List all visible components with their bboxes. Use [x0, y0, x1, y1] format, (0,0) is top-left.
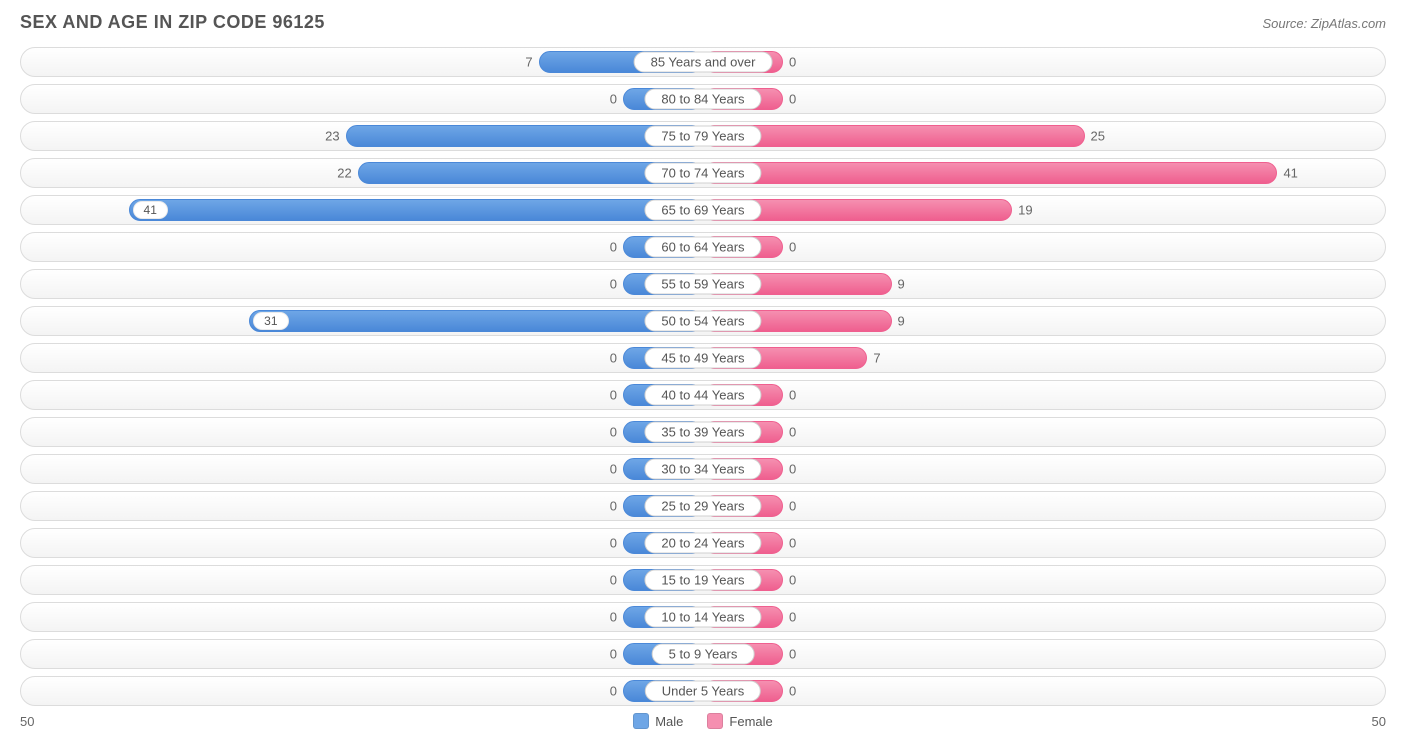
chart-title: SEX AND AGE IN ZIP CODE 96125 — [20, 12, 325, 33]
male-value: 41 — [133, 201, 168, 219]
female-value: 41 — [1283, 166, 1297, 181]
age-group-label: 75 to 79 Years — [644, 126, 761, 147]
legend-female-label: Female — [729, 714, 772, 729]
female-value: 9 — [898, 314, 905, 329]
age-group-label: 45 to 49 Years — [644, 348, 761, 369]
age-group-label: 35 to 39 Years — [644, 422, 761, 443]
female-value: 0 — [789, 240, 796, 255]
axis-max-left: 50 — [20, 714, 34, 729]
age-group-label: 55 to 59 Years — [644, 274, 761, 295]
chart-row: 0 0 80 to 84 Years — [20, 84, 1386, 114]
population-pyramid-chart: 7 0 85 Years and over 0 0 80 to 84 Years 23 25 7… — [20, 47, 1386, 706]
legend-female-swatch — [707, 713, 723, 729]
male-value: 0 — [610, 610, 617, 625]
chart-row: 0 0 5 to 9 Years — [20, 639, 1386, 669]
chart-row: 0 0 60 to 64 Years — [20, 232, 1386, 262]
axis-max-right: 50 — [1372, 714, 1386, 729]
male-value: 0 — [610, 499, 617, 514]
chart-row: 0 0 Under 5 Years — [20, 676, 1386, 706]
chart-row: 23 25 75 to 79 Years — [20, 121, 1386, 151]
female-value: 0 — [789, 684, 796, 699]
female-value: 0 — [789, 425, 796, 440]
age-group-label: 15 to 19 Years — [644, 570, 761, 591]
chart-row: 41 19 65 to 69 Years — [20, 195, 1386, 225]
male-bar: 31 — [249, 310, 703, 332]
age-group-label: 50 to 54 Years — [644, 311, 761, 332]
legend-male-label: Male — [655, 714, 683, 729]
chart-row: 0 0 35 to 39 Years — [20, 417, 1386, 447]
chart-row: 0 0 25 to 29 Years — [20, 491, 1386, 521]
age-group-label: 80 to 84 Years — [644, 89, 761, 110]
male-value: 0 — [610, 684, 617, 699]
chart-row: 0 0 40 to 44 Years — [20, 380, 1386, 410]
male-value: 0 — [610, 647, 617, 662]
age-group-label: 10 to 14 Years — [644, 607, 761, 628]
age-group-label: 30 to 34 Years — [644, 459, 761, 480]
female-value: 7 — [873, 351, 880, 366]
legend-male: Male — [633, 713, 683, 729]
male-value: 0 — [610, 536, 617, 551]
male-value: 22 — [337, 166, 351, 181]
female-value: 0 — [789, 55, 796, 70]
male-value: 23 — [325, 129, 339, 144]
chart-row: 0 0 30 to 34 Years — [20, 454, 1386, 484]
chart-row: 31 9 50 to 54 Years — [20, 306, 1386, 336]
legend-male-swatch — [633, 713, 649, 729]
age-group-label: 25 to 29 Years — [644, 496, 761, 517]
age-group-label: 60 to 64 Years — [644, 237, 761, 258]
age-group-label: Under 5 Years — [645, 681, 761, 702]
male-value: 0 — [610, 277, 617, 292]
chart-row: 0 0 10 to 14 Years — [20, 602, 1386, 632]
chart-row: 0 9 55 to 59 Years — [20, 269, 1386, 299]
male-value: 0 — [610, 573, 617, 588]
female-value: 0 — [789, 388, 796, 403]
female-value: 0 — [789, 536, 796, 551]
chart-row: 22 41 70 to 74 Years — [20, 158, 1386, 188]
chart-footer: 50 Male Female 50 — [20, 713, 1386, 729]
chart-row: 0 7 45 to 49 Years — [20, 343, 1386, 373]
header: SEX AND AGE IN ZIP CODE 96125 Source: Zi… — [20, 12, 1386, 33]
female-value: 0 — [789, 462, 796, 477]
male-value: 31 — [253, 312, 288, 330]
female-value: 9 — [898, 277, 905, 292]
chart-row: 0 0 20 to 24 Years — [20, 528, 1386, 558]
legend: Male Female — [633, 713, 773, 729]
male-value: 0 — [610, 462, 617, 477]
male-bar: 41 — [129, 199, 703, 221]
male-value: 7 — [525, 55, 532, 70]
female-value: 0 — [789, 499, 796, 514]
age-group-label: 70 to 74 Years — [644, 163, 761, 184]
chart-source: Source: ZipAtlas.com — [1262, 16, 1386, 31]
age-group-label: 40 to 44 Years — [644, 385, 761, 406]
female-bar — [703, 162, 1277, 184]
male-value: 0 — [610, 388, 617, 403]
male-value: 0 — [610, 351, 617, 366]
age-group-label: 85 Years and over — [634, 52, 773, 73]
female-value: 19 — [1018, 203, 1032, 218]
male-value: 0 — [610, 240, 617, 255]
female-value: 0 — [789, 92, 796, 107]
male-value: 0 — [610, 425, 617, 440]
legend-female: Female — [707, 713, 772, 729]
female-value: 25 — [1091, 129, 1105, 144]
female-value: 0 — [789, 647, 796, 662]
chart-row: 0 0 15 to 19 Years — [20, 565, 1386, 595]
female-value: 0 — [789, 573, 796, 588]
age-group-label: 20 to 24 Years — [644, 533, 761, 554]
male-value: 0 — [610, 92, 617, 107]
age-group-label: 5 to 9 Years — [652, 644, 755, 665]
chart-row: 7 0 85 Years and over — [20, 47, 1386, 77]
female-value: 0 — [789, 610, 796, 625]
age-group-label: 65 to 69 Years — [644, 200, 761, 221]
